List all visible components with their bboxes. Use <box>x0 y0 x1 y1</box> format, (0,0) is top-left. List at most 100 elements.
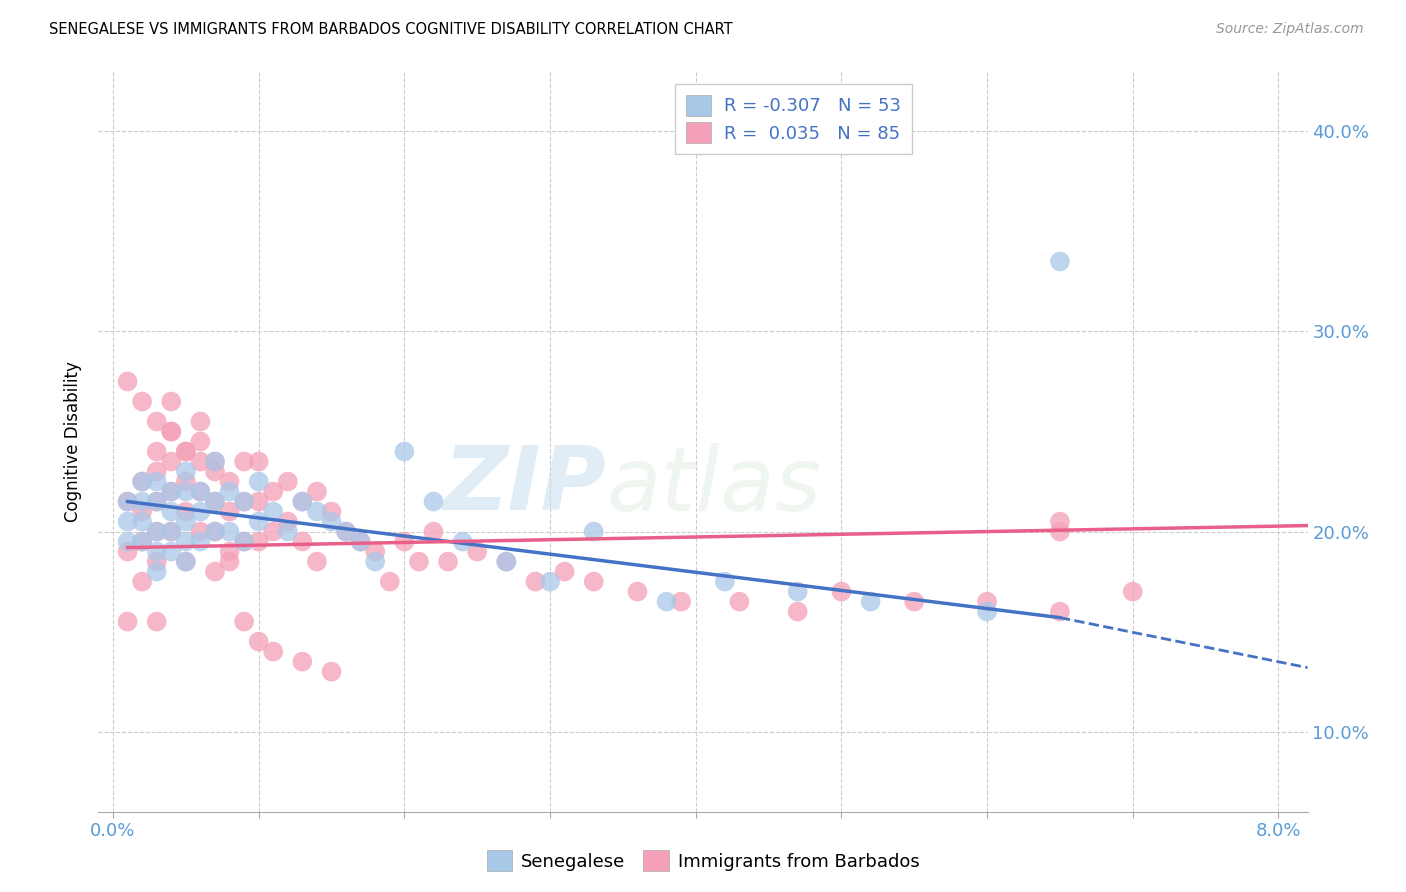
Point <box>233 494 256 508</box>
Point <box>786 584 808 599</box>
Point <box>117 375 139 389</box>
Point <box>131 574 153 589</box>
Point <box>830 584 852 599</box>
Point <box>190 505 212 519</box>
Point <box>160 425 183 439</box>
Legend: R = -0.307   N = 53, R =  0.035   N = 85: R = -0.307 N = 53, R = 0.035 N = 85 <box>675 84 911 153</box>
Point <box>117 515 139 529</box>
Point <box>495 555 517 569</box>
Text: SENEGALESE VS IMMIGRANTS FROM BARBADOS COGNITIVE DISABILITY CORRELATION CHART: SENEGALESE VS IMMIGRANTS FROM BARBADOS C… <box>49 22 733 37</box>
Point <box>233 615 256 629</box>
Y-axis label: Cognitive Disability: Cognitive Disability <box>65 361 83 522</box>
Point <box>247 494 270 508</box>
Point <box>291 655 314 669</box>
Point <box>145 524 167 539</box>
Point <box>160 505 183 519</box>
Point <box>233 534 256 549</box>
Point <box>669 594 692 608</box>
Point <box>160 454 183 468</box>
Point <box>291 534 314 549</box>
Text: Source: ZipAtlas.com: Source: ZipAtlas.com <box>1216 22 1364 37</box>
Point <box>262 645 284 659</box>
Point <box>160 394 183 409</box>
Point <box>131 494 153 508</box>
Point <box>976 594 998 608</box>
Point <box>174 465 197 479</box>
Point <box>145 494 167 508</box>
Point <box>117 494 139 508</box>
Point <box>291 494 314 508</box>
Point <box>321 665 343 679</box>
Point <box>233 454 256 468</box>
Text: atlas: atlas <box>606 443 821 529</box>
Point <box>204 454 226 468</box>
Point <box>145 494 167 508</box>
Point <box>321 505 343 519</box>
Point <box>247 534 270 549</box>
Point <box>262 524 284 539</box>
Point <box>160 484 183 499</box>
Point <box>1122 584 1144 599</box>
Point <box>218 524 240 539</box>
Point <box>218 544 240 558</box>
Point <box>131 534 153 549</box>
Point <box>174 484 197 499</box>
Point <box>218 484 240 499</box>
Point <box>131 394 153 409</box>
Point <box>305 555 328 569</box>
Point <box>437 555 460 569</box>
Point <box>218 505 240 519</box>
Point <box>174 534 197 549</box>
Point <box>131 534 153 549</box>
Point <box>204 524 226 539</box>
Point <box>422 494 444 508</box>
Point <box>145 475 167 489</box>
Point <box>204 565 226 579</box>
Point <box>233 534 256 549</box>
Point <box>145 415 167 429</box>
Point <box>117 544 139 558</box>
Point <box>190 434 212 449</box>
Point <box>364 555 387 569</box>
Point <box>145 465 167 479</box>
Point <box>728 594 751 608</box>
Point <box>174 475 197 489</box>
Point <box>495 555 517 569</box>
Point <box>190 484 212 499</box>
Point <box>190 454 212 468</box>
Point <box>350 534 373 549</box>
Point <box>190 534 212 549</box>
Point <box>465 544 488 558</box>
Point <box>277 475 299 489</box>
Point <box>378 574 401 589</box>
Point <box>1049 254 1071 268</box>
Point <box>145 544 167 558</box>
Point <box>335 524 357 539</box>
Point <box>204 494 226 508</box>
Point <box>174 555 197 569</box>
Point <box>174 555 197 569</box>
Point <box>305 484 328 499</box>
Point <box>976 605 998 619</box>
Point <box>262 484 284 499</box>
Point <box>174 515 197 529</box>
Point <box>350 534 373 549</box>
Point <box>204 454 226 468</box>
Point <box>305 505 328 519</box>
Point <box>145 615 167 629</box>
Point <box>174 444 197 458</box>
Point <box>1049 524 1071 539</box>
Point <box>131 515 153 529</box>
Point <box>190 524 212 539</box>
Point <box>786 605 808 619</box>
Point <box>117 494 139 508</box>
Point <box>655 594 678 608</box>
Point <box>160 524 183 539</box>
Point <box>145 524 167 539</box>
Point <box>262 505 284 519</box>
Point <box>277 524 299 539</box>
Point <box>160 524 183 539</box>
Point <box>524 574 547 589</box>
Point <box>131 505 153 519</box>
Point <box>131 475 153 489</box>
